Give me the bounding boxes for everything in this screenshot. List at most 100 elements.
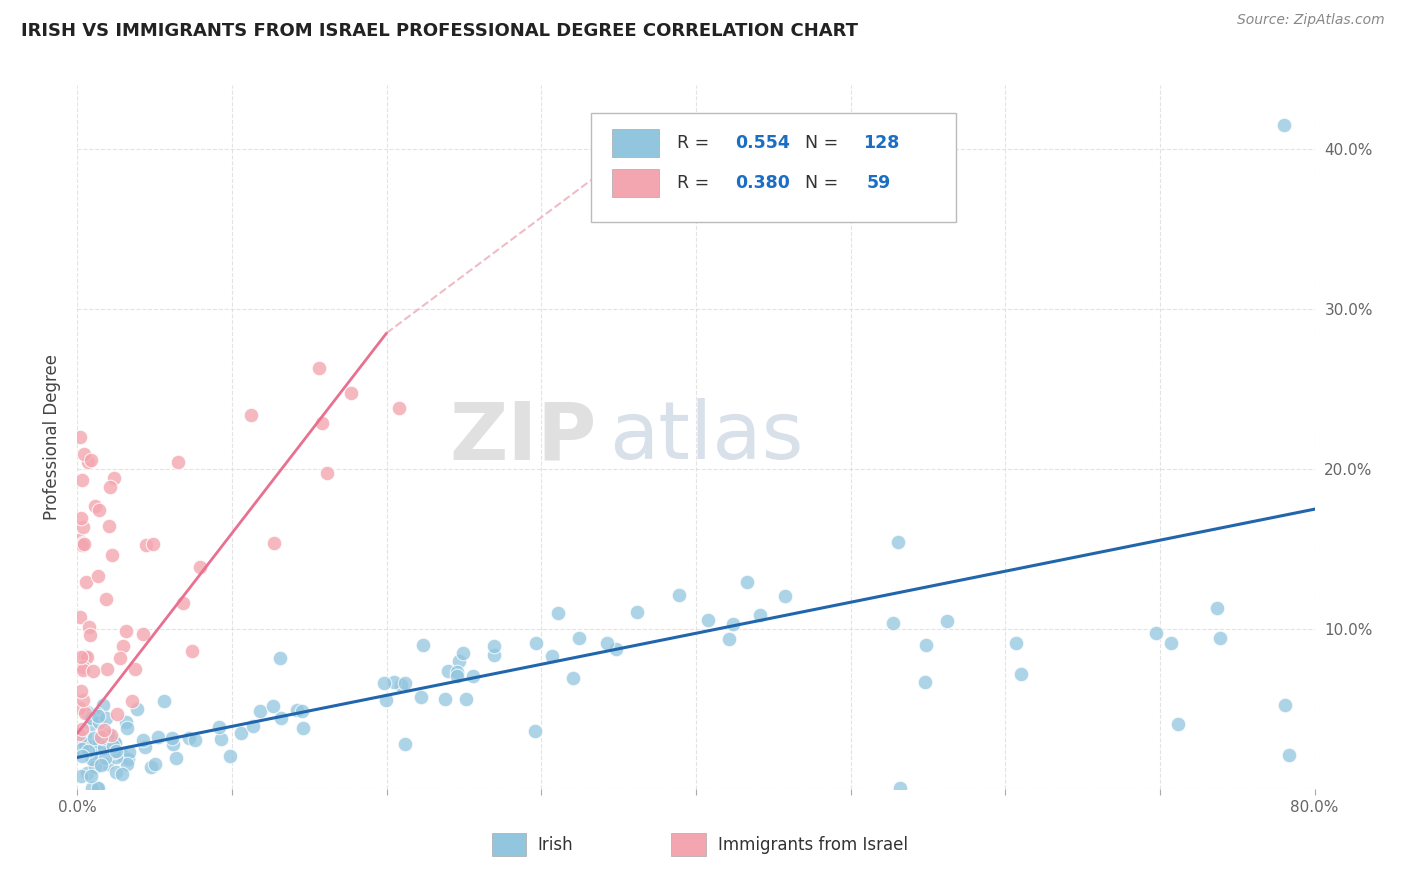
- Point: [1278, 748, 1301, 763]
- Point: [80, 780, 103, 795]
- Point: [104, 744, 127, 758]
- Point: [209, 732, 232, 747]
- Point: [86, 780, 108, 795]
- Bar: [492, 833, 526, 856]
- Text: R =: R =: [678, 134, 716, 153]
- Point: [269, 651, 291, 665]
- Point: [96, 592, 118, 607]
- Point: [70, 742, 93, 756]
- Point: [72, 536, 94, 550]
- Point: [80, 711, 103, 725]
- Point: [605, 642, 627, 657]
- Point: [94, 750, 117, 764]
- Point: [394, 676, 416, 690]
- Point: [775, 589, 797, 603]
- Point: [83, 731, 105, 745]
- Point: [308, 361, 330, 376]
- Point: [82, 739, 104, 754]
- Point: [181, 644, 204, 658]
- Text: ZIP: ZIP: [450, 398, 598, 476]
- Point: [69, 430, 91, 444]
- Point: [387, 401, 409, 415]
- Point: [936, 614, 959, 628]
- Point: [97, 726, 120, 740]
- Point: [249, 705, 271, 719]
- Point: [568, 632, 591, 646]
- Point: [270, 710, 292, 724]
- Point: [115, 721, 138, 735]
- Bar: [671, 833, 706, 856]
- Point: [411, 690, 433, 704]
- Point: [72, 520, 94, 534]
- Point: [433, 692, 456, 706]
- Text: N =: N =: [804, 175, 844, 193]
- Point: [311, 416, 333, 430]
- Point: [315, 467, 337, 481]
- Point: [562, 672, 585, 686]
- Point: [94, 711, 117, 725]
- Point: [697, 613, 720, 627]
- Point: [75, 575, 97, 590]
- Point: [340, 385, 363, 400]
- Point: [89, 742, 111, 756]
- Point: [73, 648, 96, 663]
- Point: [111, 748, 134, 763]
- Point: [87, 734, 110, 748]
- Point: [263, 535, 285, 549]
- Point: [463, 669, 485, 683]
- Text: Immigrants from Israel: Immigrants from Israel: [718, 836, 908, 854]
- Point: [97, 518, 120, 533]
- Point: [1209, 631, 1232, 645]
- Point: [887, 535, 910, 549]
- Point: [412, 638, 434, 652]
- Point: [125, 701, 148, 715]
- Text: IRISH VS IMMIGRANTS FROM ISRAEL PROFESSIONAL DEGREE CORRELATION CHART: IRISH VS IMMIGRANTS FROM ISRAEL PROFESSI…: [21, 22, 858, 40]
- Point: [484, 648, 506, 662]
- Point: [143, 757, 166, 772]
- Point: [67, 533, 90, 547]
- Point: [541, 648, 564, 663]
- Point: [103, 471, 125, 485]
- Point: [882, 616, 904, 631]
- Point: [1167, 716, 1189, 731]
- Point: [436, 665, 458, 679]
- Text: N =: N =: [804, 134, 844, 153]
- Point: [108, 651, 131, 665]
- Point: [73, 737, 96, 751]
- Point: [291, 705, 314, 719]
- Point: [139, 760, 162, 774]
- Point: [89, 742, 111, 756]
- Point: [87, 714, 110, 729]
- Point: [134, 538, 156, 552]
- Point: [453, 646, 475, 660]
- Point: [70, 649, 93, 664]
- Point: [389, 678, 412, 692]
- Point: [82, 665, 104, 679]
- Point: [124, 662, 146, 676]
- Point: [208, 720, 231, 734]
- Point: [90, 758, 112, 772]
- Point: [83, 499, 105, 513]
- Point: [77, 744, 100, 758]
- Point: [75, 706, 97, 720]
- Point: [242, 718, 264, 732]
- Point: [1272, 118, 1295, 132]
- Point: [721, 617, 744, 632]
- Point: [115, 757, 138, 772]
- Point: [131, 627, 153, 641]
- Point: [104, 750, 127, 764]
- Point: [96, 662, 118, 676]
- Point: [93, 740, 115, 755]
- Point: [446, 669, 468, 683]
- Point: [72, 693, 94, 707]
- Point: [162, 737, 184, 751]
- Point: [889, 780, 911, 795]
- Point: [153, 693, 176, 707]
- Point: [915, 638, 938, 652]
- Text: Source: ZipAtlas.com: Source: ZipAtlas.com: [1237, 13, 1385, 28]
- Point: [184, 733, 207, 747]
- Point: [80, 752, 103, 766]
- Point: [97, 731, 120, 746]
- Point: [76, 765, 98, 780]
- Point: [626, 605, 648, 619]
